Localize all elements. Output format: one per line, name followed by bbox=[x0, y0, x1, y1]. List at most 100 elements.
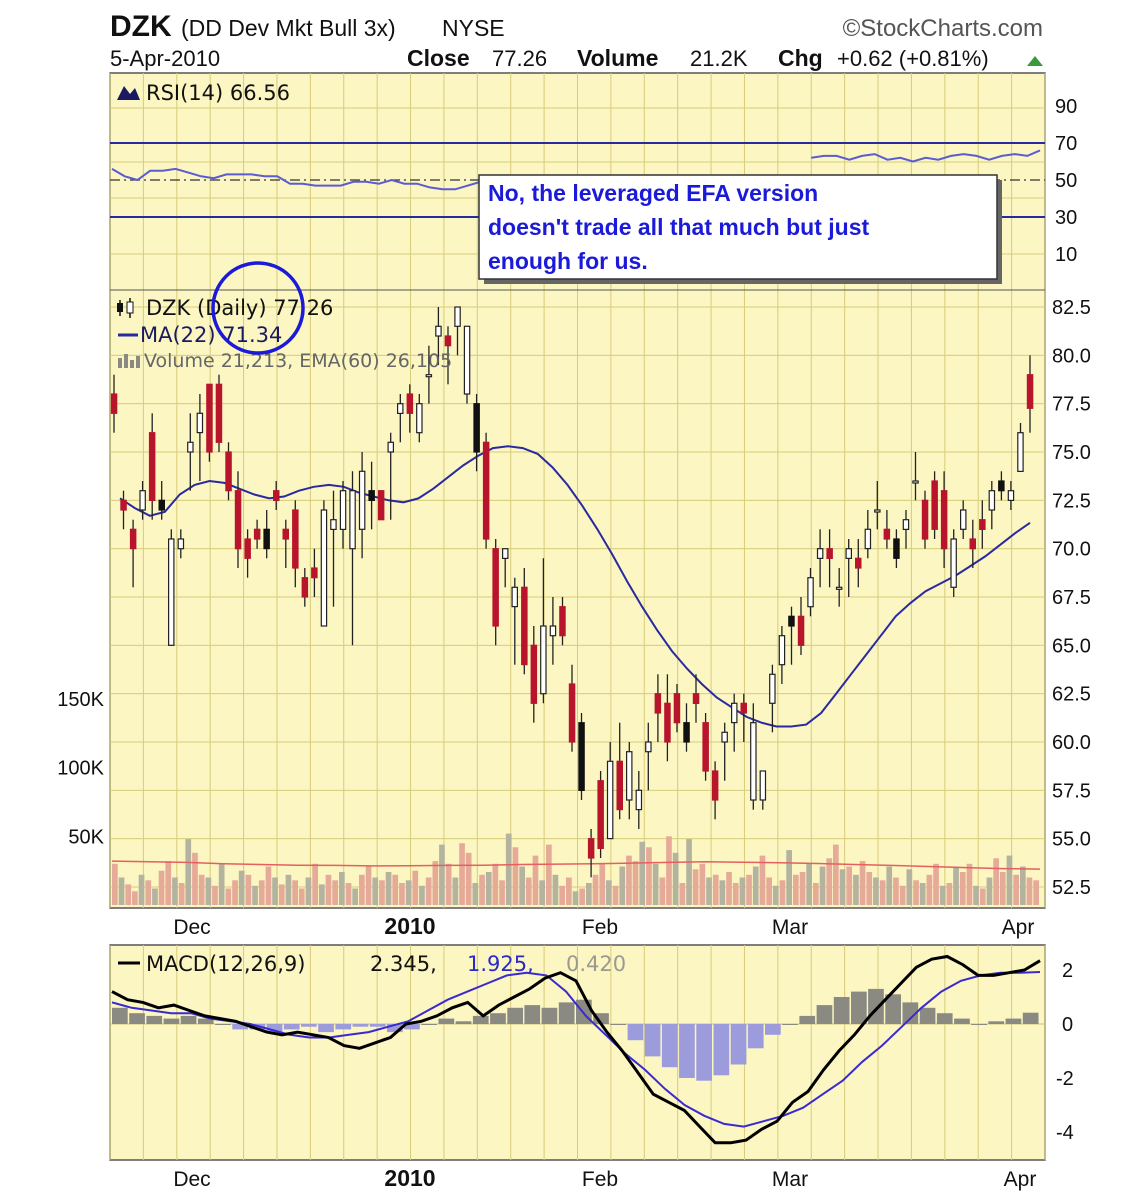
macd-histogram-bar bbox=[902, 1002, 919, 1024]
price-candles bbox=[110, 306, 1034, 878]
volume-bar bbox=[719, 880, 726, 905]
candle-body bbox=[692, 693, 700, 705]
candle bbox=[377, 490, 385, 521]
candle-body bbox=[215, 383, 223, 443]
macd-histogram-bar bbox=[851, 991, 867, 1024]
volume-bar bbox=[165, 861, 172, 905]
volume-bar bbox=[859, 861, 866, 905]
volume-bar bbox=[225, 888, 232, 905]
volume-bars bbox=[112, 833, 1039, 905]
candle-body bbox=[673, 693, 681, 724]
volume-bar bbox=[372, 877, 379, 905]
volume-bar bbox=[1013, 874, 1019, 905]
rsi-line bbox=[811, 149, 1041, 163]
candle bbox=[187, 413, 194, 491]
candle bbox=[406, 384, 414, 433]
candle bbox=[883, 510, 891, 549]
volume-bar bbox=[218, 863, 225, 905]
candle bbox=[816, 529, 824, 588]
volume-bar bbox=[379, 880, 385, 905]
candle-body bbox=[711, 770, 719, 801]
price-tick: 82.5 bbox=[1052, 297, 1091, 319]
candle bbox=[931, 471, 938, 539]
chg-value: +0.62 (+0.81%) bbox=[837, 46, 989, 71]
price-tick: 72.5 bbox=[1052, 490, 1091, 512]
candle-body bbox=[301, 577, 309, 598]
macd-tick: -4 bbox=[1056, 1122, 1074, 1144]
candle-body bbox=[177, 538, 185, 550]
macd-signal-line bbox=[111, 971, 1041, 1128]
rsi-tick: 10 bbox=[1055, 244, 1077, 266]
candle-body bbox=[750, 722, 757, 801]
volume-bar bbox=[452, 877, 459, 905]
macd-histogram-bar bbox=[524, 1005, 541, 1024]
candle bbox=[320, 500, 328, 627]
candle-body bbox=[1026, 374, 1034, 409]
volume-bar bbox=[993, 858, 999, 905]
volume-tick: 150K bbox=[57, 689, 104, 711]
candle-body bbox=[444, 335, 452, 347]
macd-tick: 2 bbox=[1062, 960, 1073, 982]
candle bbox=[196, 394, 204, 481]
volume-bar bbox=[766, 877, 772, 905]
candle-body bbox=[358, 470, 366, 530]
candle bbox=[835, 568, 843, 607]
candle-body bbox=[244, 538, 251, 559]
candle-body bbox=[654, 693, 662, 714]
macd-histogram-bar bbox=[387, 1024, 403, 1033]
candle-body bbox=[320, 509, 328, 627]
volume-bar bbox=[853, 874, 859, 905]
volume-bar bbox=[799, 872, 806, 905]
candle bbox=[645, 722, 652, 791]
candle bbox=[120, 490, 127, 530]
candle bbox=[253, 519, 261, 549]
macd-histogram-bar bbox=[163, 1018, 180, 1024]
volume-bar bbox=[552, 874, 559, 905]
candle-body bbox=[330, 519, 337, 531]
candle bbox=[730, 693, 738, 752]
volume-bar bbox=[746, 874, 752, 905]
candle-body bbox=[616, 760, 623, 811]
price-legend-line2: MA(22) 71.34 bbox=[140, 323, 282, 347]
candle-body bbox=[635, 789, 643, 811]
candle-body bbox=[959, 509, 967, 530]
candle-body bbox=[549, 625, 557, 637]
candle-body bbox=[435, 325, 442, 337]
candle bbox=[759, 770, 767, 810]
volume-bar bbox=[339, 872, 345, 905]
macd-histogram-bar bbox=[421, 1024, 437, 1025]
candle bbox=[683, 703, 690, 752]
x-label: Mar bbox=[772, 916, 808, 939]
volume-bar bbox=[759, 855, 766, 905]
candle-body bbox=[912, 480, 919, 484]
candle bbox=[750, 703, 757, 810]
candle bbox=[625, 742, 633, 820]
candle-body bbox=[969, 538, 976, 550]
candle-body bbox=[349, 490, 356, 550]
macd-legend: MACD(12,26,9) 2.345, 1.925, 0.420 bbox=[118, 952, 626, 976]
candle-body bbox=[234, 490, 242, 550]
volume-bar bbox=[1026, 877, 1033, 905]
candle-body bbox=[120, 499, 127, 511]
macd-histogram-bar bbox=[266, 1024, 283, 1033]
volume-bar bbox=[365, 866, 372, 905]
candle bbox=[673, 684, 681, 733]
macd-histogram-bar bbox=[644, 1024, 661, 1057]
volume-bar bbox=[392, 874, 399, 905]
x-label: 2010 bbox=[384, 913, 435, 939]
candle bbox=[502, 548, 509, 588]
macd-histogram-bar bbox=[747, 1024, 764, 1049]
volume-ema-line bbox=[111, 860, 1041, 870]
volume-bar bbox=[659, 877, 666, 905]
rsi-legend: RSI(14) 66.56 bbox=[117, 81, 290, 105]
volume-bar bbox=[652, 863, 659, 905]
candle bbox=[177, 529, 185, 559]
macd-histogram-bar bbox=[318, 1024, 334, 1033]
candle-body bbox=[759, 770, 767, 801]
macd-histogram-bar bbox=[507, 1007, 523, 1024]
x-axis-labels-macd: Dec 2010 Feb Mar Apr bbox=[173, 1165, 1036, 1191]
volume-bar bbox=[953, 866, 959, 905]
candle-body bbox=[482, 441, 490, 540]
candle-body bbox=[740, 702, 747, 714]
price-tick: 52.5 bbox=[1052, 877, 1091, 899]
